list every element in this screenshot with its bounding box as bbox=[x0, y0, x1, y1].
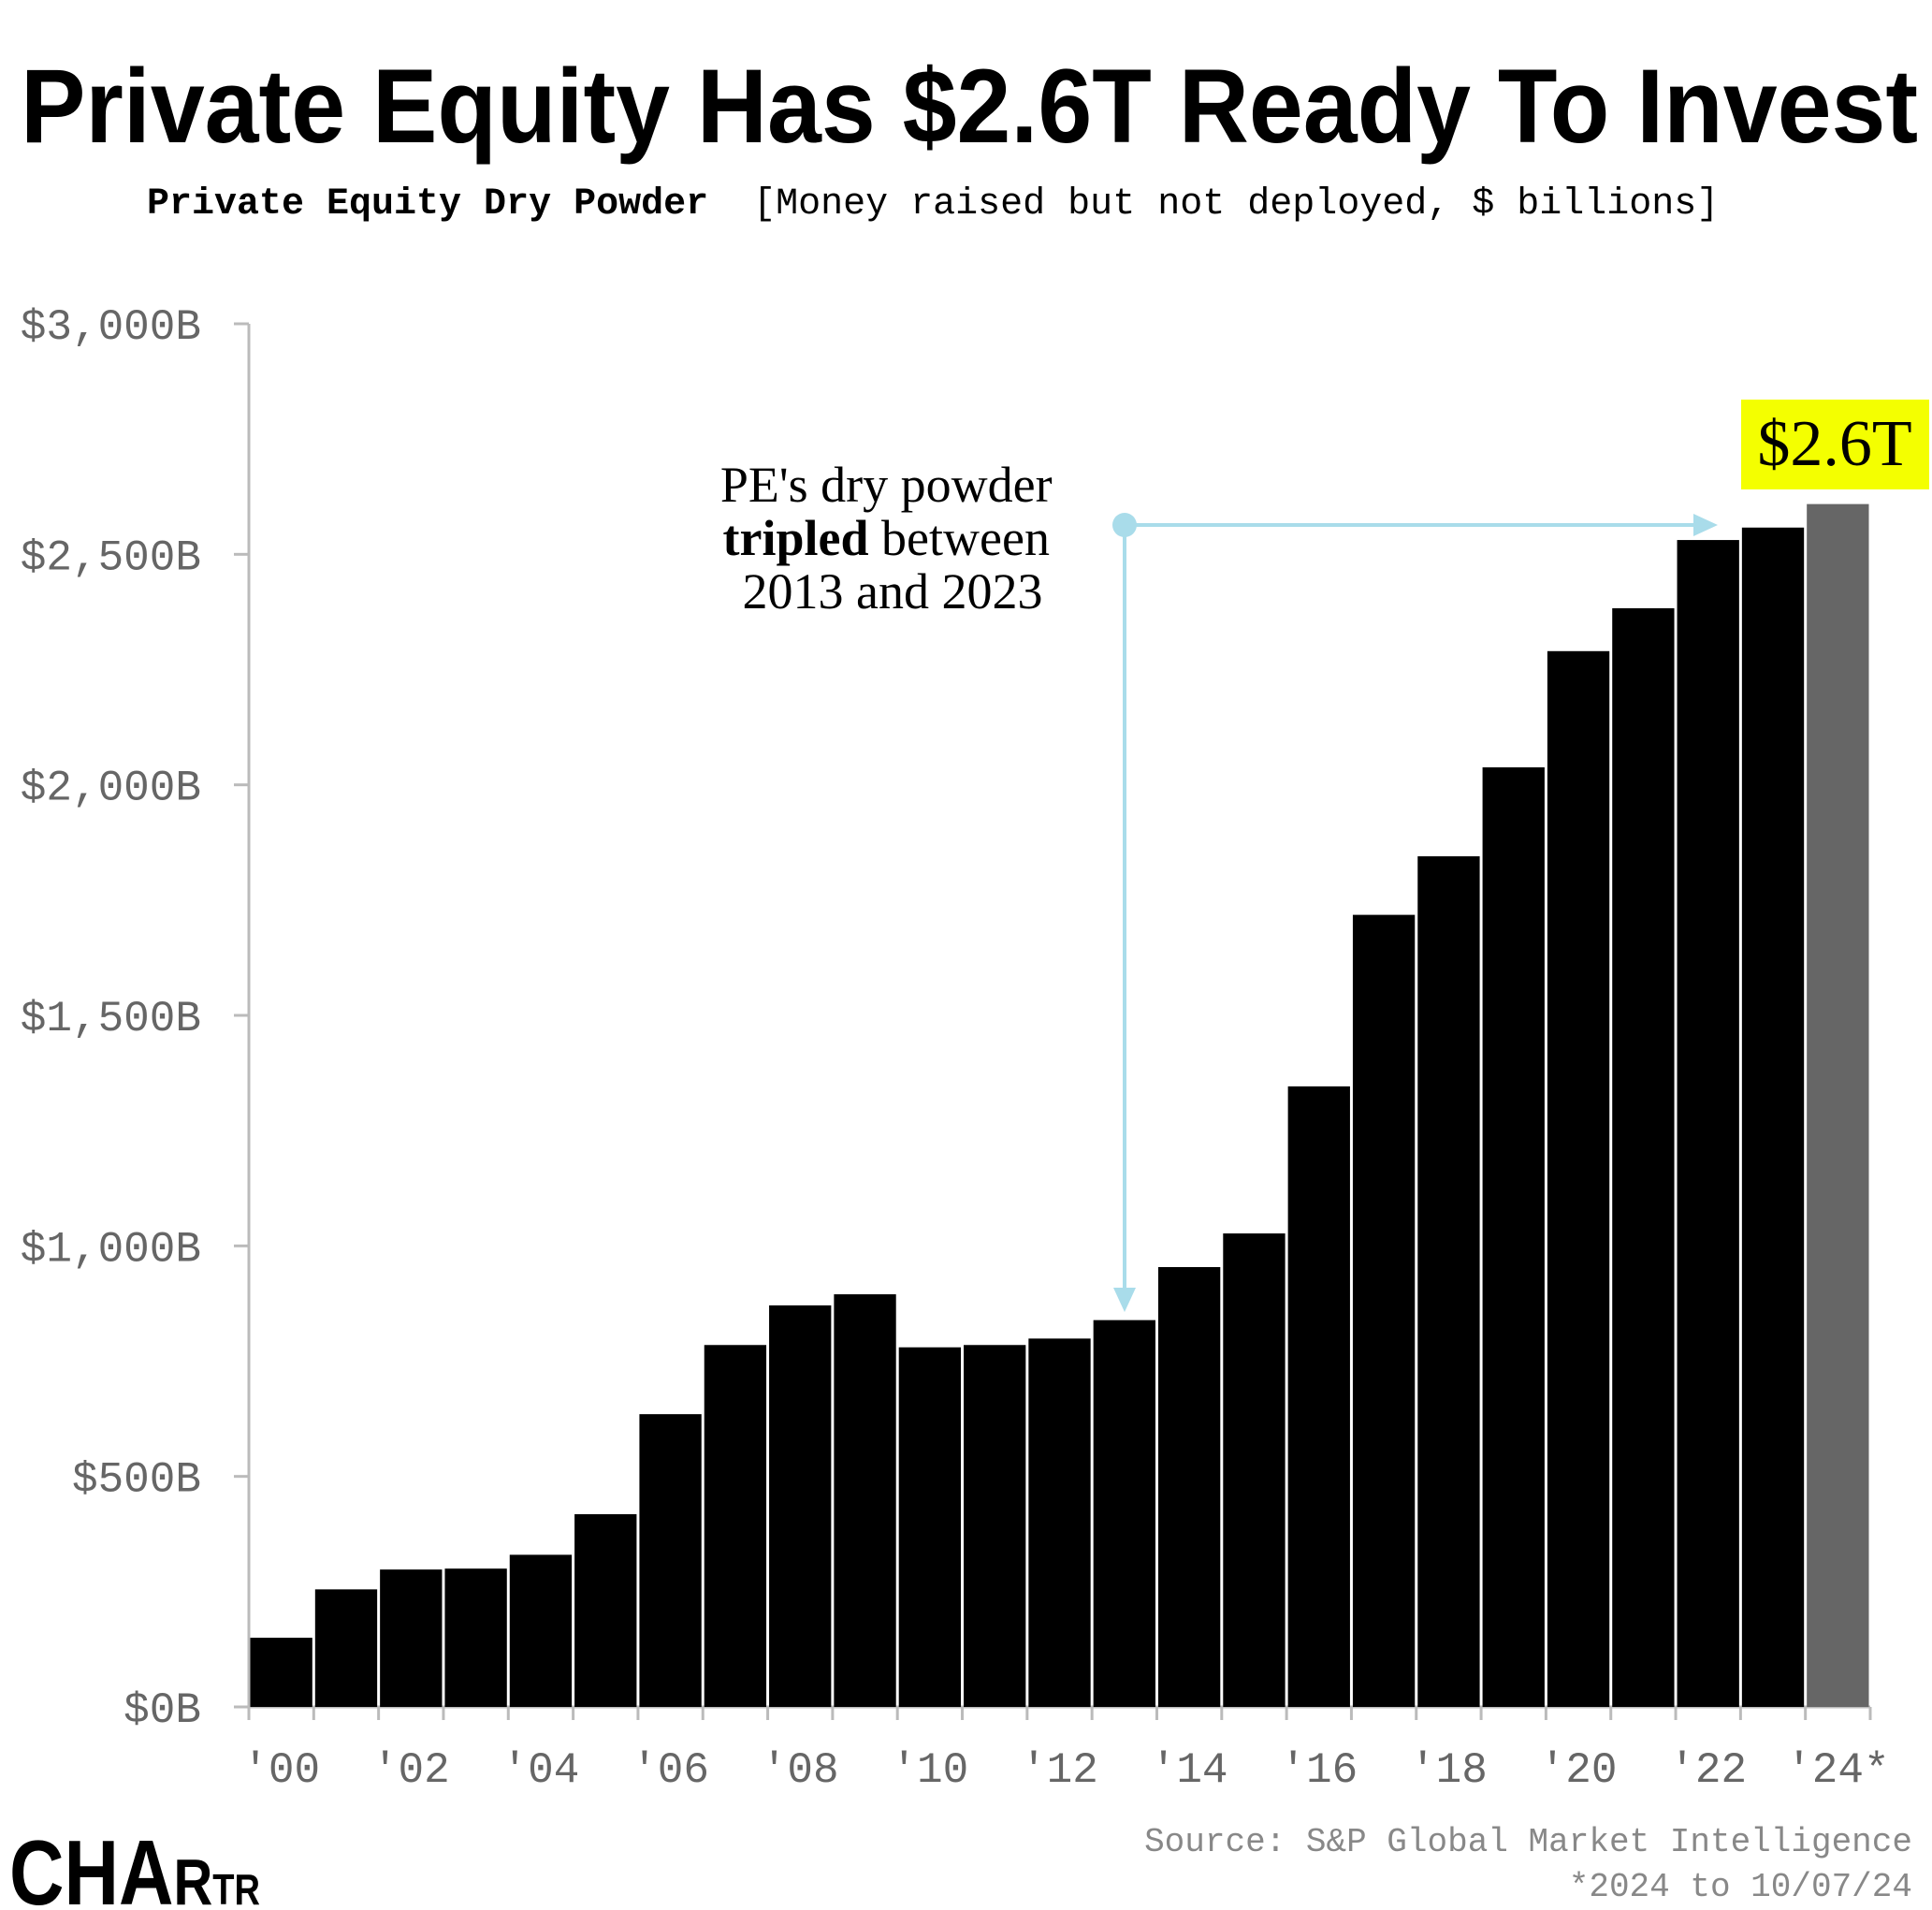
annotation-bold: tripled bbox=[723, 510, 869, 566]
bar-2007 bbox=[704, 1345, 767, 1707]
bar-2022 bbox=[1677, 540, 1739, 1707]
x-tick-label: '04 bbox=[502, 1746, 580, 1795]
chart-title: Private Equity Has $2.6T Ready To Invest bbox=[21, 48, 1918, 165]
x-tick-label: '24* bbox=[1786, 1746, 1889, 1795]
subtitle-bold: Private Equity Dry Powder bbox=[147, 183, 708, 226]
bar-2008 bbox=[769, 1305, 832, 1707]
x-tick-label: '18 bbox=[1410, 1746, 1488, 1795]
x-tick-label: '22 bbox=[1669, 1746, 1747, 1795]
callout-label: $2.6T bbox=[1757, 408, 1911, 480]
annotation-rest: between bbox=[869, 510, 1050, 566]
bar-2010 bbox=[898, 1347, 962, 1707]
bar-2000 bbox=[250, 1638, 312, 1707]
y-tick-label: $2,000B bbox=[21, 765, 201, 813]
bar-2013 bbox=[1093, 1320, 1155, 1707]
arrow-down-icon bbox=[1113, 1288, 1136, 1312]
annotation-line-1: PE's dry powder bbox=[720, 457, 1053, 513]
y-tick-label: $1,000B bbox=[21, 1225, 201, 1274]
y-axis-labels: $0B $500B $1,000B $1,500B $2,000B $2,500B $3,0… bbox=[21, 303, 201, 1735]
chart-subtitle: Private Equity Dry Powder [Money raised … bbox=[147, 183, 1719, 226]
bar-2019 bbox=[1482, 766, 1545, 1707]
x-tick-label: '16 bbox=[1280, 1746, 1358, 1795]
bar-2006 bbox=[639, 1414, 702, 1707]
chartr-logo: CHARTR bbox=[9, 1821, 260, 1910]
y-tick-label: $3,000B bbox=[21, 303, 201, 352]
annotation-dot bbox=[1112, 513, 1137, 537]
source-text: Source: S&P Global Market Intelligence bbox=[1144, 1823, 1912, 1861]
annotation-line-3: 2013 and 2023 bbox=[743, 563, 1043, 620]
annotation: PE's dry powder tripled between 2013 and… bbox=[720, 457, 1718, 1312]
bar-2011 bbox=[964, 1345, 1026, 1707]
bar-2017 bbox=[1352, 914, 1416, 1707]
x-tick-label: '12 bbox=[1021, 1746, 1098, 1795]
bar-2018 bbox=[1417, 856, 1480, 1707]
bar-2014 bbox=[1157, 1266, 1221, 1707]
bar-2020 bbox=[1547, 650, 1610, 1707]
subtitle-rest: [Money raised but not deployed, $ billio… bbox=[753, 183, 1719, 226]
callout-highlight bbox=[1741, 400, 1929, 489]
bar-2003 bbox=[444, 1568, 507, 1707]
bar-2004 bbox=[509, 1554, 573, 1707]
bar-2012 bbox=[1028, 1338, 1091, 1707]
bar-2009 bbox=[834, 1294, 896, 1707]
bar-2015 bbox=[1223, 1233, 1286, 1707]
x-tick-label: '08 bbox=[762, 1746, 839, 1795]
x-tick-label: '10 bbox=[891, 1746, 968, 1795]
x-axis-labels: '00 '02 '04 '06 '08 '10 '12 '14 '16 '18 '20 '22 '24* bbox=[242, 1746, 1889, 1795]
bar-2023 bbox=[1741, 527, 1805, 1707]
bars bbox=[250, 503, 1869, 1707]
x-tick-label: '20 bbox=[1540, 1746, 1618, 1795]
y-tick-label: $500B bbox=[72, 1456, 201, 1505]
bar-2021 bbox=[1612, 607, 1675, 1707]
bar-2024 bbox=[1807, 503, 1869, 1707]
bar-2001 bbox=[314, 1589, 378, 1707]
y-tick-label: $1,500B bbox=[21, 995, 201, 1043]
annotation-text: PE's dry powder tripled between 2013 and… bbox=[720, 457, 1065, 620]
bar-2002 bbox=[380, 1569, 443, 1707]
footnote-text: *2024 to 10/07/24 bbox=[1569, 1868, 1912, 1906]
bar-2016 bbox=[1287, 1086, 1350, 1707]
bar-2005 bbox=[574, 1514, 637, 1707]
x-tick-label: '14 bbox=[1151, 1746, 1228, 1795]
arrow-right-icon bbox=[1693, 514, 1718, 536]
annotation-line-2: tripled between bbox=[723, 510, 1050, 566]
x-tick-label: '00 bbox=[242, 1746, 320, 1795]
x-tick-label: '06 bbox=[632, 1746, 709, 1795]
y-tick-label: $0B bbox=[123, 1686, 201, 1735]
x-tick-label: '02 bbox=[372, 1746, 450, 1795]
y-tick-label: $2,500B bbox=[21, 533, 201, 582]
